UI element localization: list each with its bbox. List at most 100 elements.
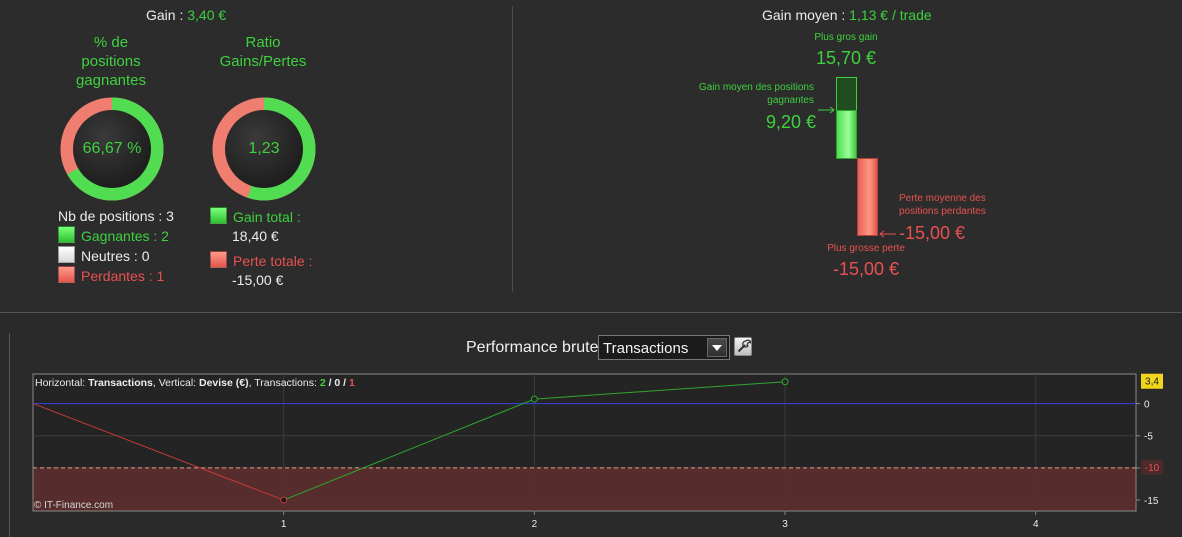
green-square-icon [58,226,75,243]
ratio-title-line1: Ratio [245,34,281,51]
gain-moyen-positions-label: Gain moyen des positions gagnantes [674,81,814,107]
horizontal-divider [0,312,1182,313]
perte-totale: Perte totale : [210,251,312,271]
value-badges: 3,4 -10 [1141,373,1163,475]
mode-select-value: Transactions [603,340,689,357]
plus-gros-gain-label: Plus gros gain [814,32,878,43]
info-t-sep2: / [340,377,349,389]
perte-moyenne-line1: Perte moyenne des [899,193,986,204]
red-square-icon [210,251,227,268]
gain-segment [283,398,535,501]
y-ticks: 0 -5 -15 [1136,400,1159,507]
donut-ring [212,97,316,201]
max-gain-bar [836,77,857,112]
totals-legend: Gain total : 18,40 € Perte totale : -15,… [210,207,312,290]
info-t-white: 0 [334,377,340,389]
series [32,378,789,504]
gain-moyen-pos-line1: Gain moyen des positions [698,82,814,93]
gain-value: 3,40 € [187,7,227,23]
info-horizontal-value: Transactions [88,377,153,389]
info-transactions-prefix: , Transactions: [249,377,320,389]
pct-gagnantes-title: % de positions gagnantes [50,33,172,90]
info-vertical-prefix: , Vertical: [153,377,199,389]
current-value-label: 3,4 [1145,377,1159,388]
avg-gain-bar [836,110,857,159]
wrench-icon [737,339,751,353]
dropdown-button[interactable] [707,338,727,357]
positions-legend: Nb de positions : 3 Gagnantes : 2 Neutre… [58,207,174,286]
plus-grosse-perte-label: Plus grosse perte [827,243,905,254]
threshold-label: -10 [1145,463,1160,474]
perte-moyenne-label: Perte moyenne des positions perdantes [899,192,986,218]
pct-title-line2: positions [81,53,141,70]
perte-moyenne-line2: positions perdantes [899,206,986,217]
x-tick-label: 4 [1033,519,1039,530]
pct-title-line1: % de [93,34,129,51]
loss-segment [32,403,284,501]
y-tick-label: -15 [1144,496,1159,507]
white-square-icon [58,246,75,263]
gain-header: Gain : 3,40 € [146,7,226,23]
mode-select[interactable]: Transactions [598,335,730,360]
donut-win-arc [212,97,316,201]
performance-title: Performance brute [466,339,599,356]
current-value-badge [1141,373,1163,389]
info-t-green: 2 [320,377,326,389]
chart-info: Horizontal: Transactions, Vertical: Devi… [35,377,355,389]
gain-moyen-label: Gain moyen : [762,7,846,23]
x-ticks: 1 2 3 4 [281,511,1039,530]
legend-neutres: Neutres : 0 [58,246,174,266]
green-square-icon [210,207,227,224]
gain-moyen-header: Gain moyen : 1,13 € / trade [762,7,932,23]
copyright: © IT-Finance.com [34,500,113,511]
ratio-title: Ratio Gains/Pertes [200,33,326,71]
vertical-divider [512,6,513,292]
info-t-sep1: / [326,377,335,389]
data-point [280,496,288,504]
legend-gagnantes: Gagnantes : 2 [58,226,174,246]
donut-win-arc [60,97,164,201]
gain-total-label: Gain total : [233,209,301,225]
data-point [530,395,538,403]
neutres-label: Neutres : 0 [81,248,150,264]
legend-perdantes: Perdantes : 1 [58,266,174,286]
loss-arrow-icon [879,230,896,238]
data-point [781,378,789,386]
loss-zone [33,467,1136,511]
ratio-title-line2: Gains/Pertes [219,53,307,70]
gain-segment [534,381,786,400]
donut-ring [60,97,164,201]
gain-moyen-positions-value: 9,20 € [765,112,816,132]
info-horizontal-prefix: Horizontal: [35,377,88,389]
info-t-red: 1 [349,377,355,389]
settings-button[interactable] [734,337,752,356]
y-tick-label: 0 [1144,400,1150,411]
perdantes-label: Perdantes : 1 [81,268,165,284]
ratio-donut: 1,23 [212,97,316,201]
avg-loss-bar [857,158,878,236]
panel-edge [9,333,10,537]
nb-positions: Nb de positions : 3 [58,208,174,224]
x-tick-label: 3 [782,519,788,530]
perte-totale-label: Perte totale : [233,253,313,269]
plus-gros-gain-value: 15,70 € [815,48,877,68]
gain-label: Gain : [146,7,184,23]
gain-total: Gain total : [210,207,312,227]
perte-moyenne-value: -15,00 € [899,223,966,243]
red-square-icon [58,266,75,283]
pct-title-line3: gagnantes [75,72,147,89]
y-tick-label: -5 [1144,432,1153,443]
perte-totale-value: -15,00 € [232,272,284,288]
pct-gagnantes-value: 66,67 % [73,110,151,188]
x-tick-label: 1 [281,519,287,530]
gain-moyen-value: 1,13 € / trade [849,7,932,23]
ratio-value: 1,23 [225,110,303,188]
plus-grosse-perte-value: -15,00 € [832,259,900,279]
performance-chart[interactable]: 1 2 3 4 0 -5 -15 Horizontal: Transactions, Ve… [0,365,1182,537]
chevron-down-icon [712,345,722,351]
gain-arrow-icon [818,106,835,114]
gain-moyen-pos-line2: gagnantes [767,95,814,106]
gain-total-value: 18,40 € [232,228,279,244]
pct-gagnantes-donut: 66,67 % [60,97,164,201]
threshold-badge [1141,459,1163,475]
